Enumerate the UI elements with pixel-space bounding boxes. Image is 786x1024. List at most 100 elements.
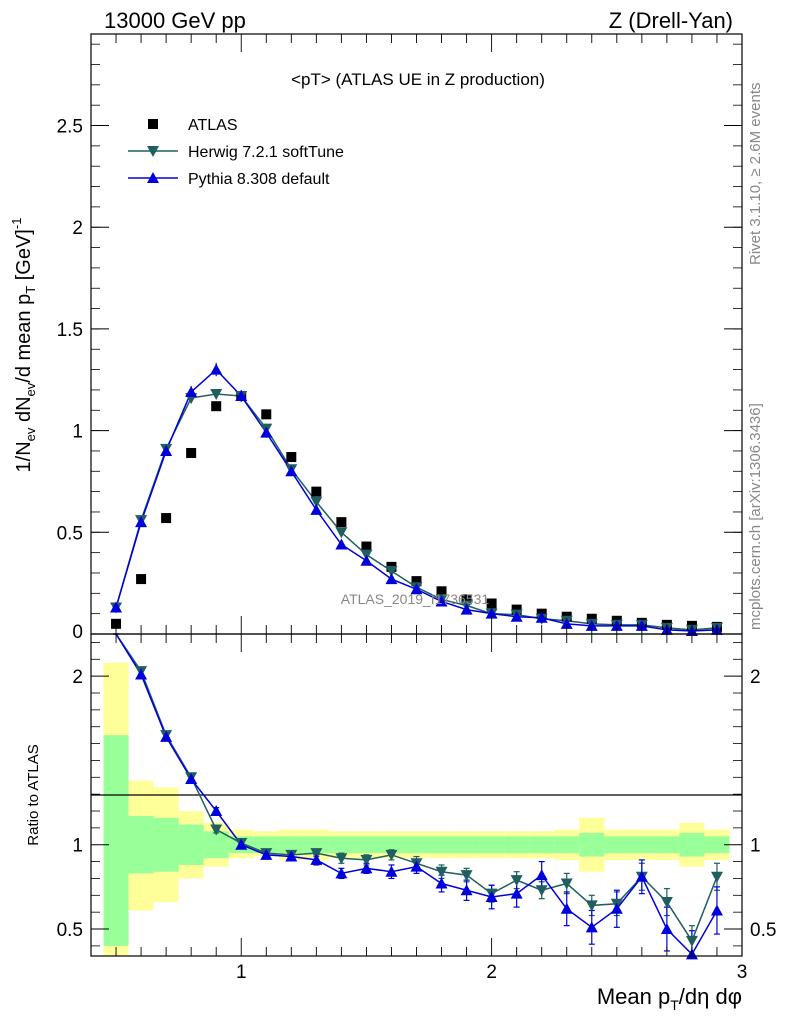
- main-point-s0-0: [111, 618, 122, 629]
- ratio-band-stat-2: [153, 817, 179, 872]
- main-point-s2-16: [510, 610, 523, 622]
- main-point-s2-14: [460, 603, 473, 615]
- ratio-point-0-14: [460, 870, 473, 882]
- ratio-band-stat-14: [454, 836, 480, 854]
- ratio-ytick-label-2: 2: [72, 667, 83, 688]
- main-point-s1-8: [310, 496, 323, 508]
- main-point-s2-2: [160, 444, 173, 456]
- ratio-band-stat-16: [504, 836, 530, 854]
- ratio-band-stat-18: [554, 836, 580, 854]
- main-point-s0-4: [211, 401, 222, 412]
- ratio-point-1-4: [210, 805, 223, 817]
- ratio-point-1-12: [410, 860, 423, 872]
- main-ytick-label-2: 1.5: [57, 320, 83, 341]
- ratio-band-stat-0: [103, 735, 129, 946]
- ratio-point-1-20: [610, 902, 623, 914]
- main-point-s1-4: [210, 389, 223, 400]
- ratio-band-stat-20: [604, 836, 630, 854]
- ratio-point-0-4: [210, 824, 223, 836]
- x-tick-label-2: 3: [737, 962, 748, 983]
- ratio-ytick-label-1: 1: [72, 836, 83, 857]
- ratio-point-0-9: [335, 853, 348, 865]
- legend-marker-pythia: [147, 172, 159, 183]
- main-point-s0-2: [161, 513, 172, 524]
- main-point-s2-7: [285, 465, 298, 477]
- main-point-s2-11: [385, 573, 398, 585]
- main-point-s2-3: [185, 385, 198, 397]
- main-point-s0-8: [311, 486, 322, 497]
- legend-label-pythia: Pythia 8.308 default: [188, 171, 330, 188]
- ratio-series-lines: [115, 633, 718, 956]
- ratio-point-1-8: [310, 853, 323, 865]
- svg-text:Mean pT/dη dφ: Mean pT/dη dφ: [597, 984, 742, 1013]
- main-point-s2-1: [135, 516, 148, 528]
- main-point-s2-18: [560, 617, 573, 629]
- ratio-point-0-23: [685, 935, 698, 947]
- legend-label-atlas: ATLAS: [188, 117, 238, 134]
- ratio-point-0-22: [660, 897, 673, 909]
- main-point-s0-15: [486, 598, 497, 609]
- ratio-ytick-label-0: 0.5: [57, 920, 83, 941]
- ratio-point-0-19: [585, 900, 598, 912]
- rivet-label: Rivet 3.1.10, ≥ 2.6M events: [747, 83, 764, 266]
- ratio-band-stat-10: [353, 836, 379, 854]
- main-point-s0-12: [411, 576, 422, 587]
- ratio-point-0-10: [360, 854, 373, 866]
- ratio-point-0-16: [510, 875, 523, 887]
- ratio-ytick-label-right-1: 1: [750, 836, 761, 857]
- ratio-point-1-6: [260, 848, 273, 860]
- legend-marker-herwig: [147, 146, 159, 157]
- ratio-point-1-13: [435, 877, 448, 889]
- main-point-s1-9: [335, 527, 348, 539]
- ratio-band-stat-17: [529, 836, 555, 854]
- ratio-point-1-15: [485, 890, 498, 902]
- x-tick-label-0: 1: [236, 962, 247, 983]
- mcplots-label: mcplots.cern.ch [arXiv:1306.3436]: [747, 403, 764, 630]
- ratio-point-1-11: [385, 865, 398, 877]
- main-point-s2-6: [260, 426, 273, 438]
- ratio-band-stat-7: [278, 836, 304, 854]
- main-point-s2-9: [335, 538, 348, 550]
- x-tick-label-1: 2: [486, 962, 497, 983]
- ratio-point-0-24: [710, 871, 723, 883]
- main-ytick-label-3: 2: [72, 218, 83, 239]
- ratio-axes: 0.5 0.5 1 1 2 2: [57, 634, 776, 956]
- ratio-band-stat-21: [629, 836, 655, 854]
- main-point-s2-15: [485, 607, 498, 619]
- main-point-s2-5: [235, 390, 248, 402]
- main-point-s0-10: [361, 541, 372, 552]
- ratio-point-1-9: [335, 867, 348, 879]
- ratio-markers: [135, 666, 723, 960]
- main-ytick-label-1: 1: [72, 422, 83, 443]
- ratio-band-stat-13: [429, 836, 455, 854]
- main-point-s0-14: [461, 594, 472, 605]
- svg-text:1/Nev dNev/d mean pT [GeV]-1: 1/Nev dNev/d mean pT [GeV]-1: [9, 218, 38, 473]
- ratio-point-0-13: [435, 866, 448, 878]
- main-panel: ATLAS_2019_I1736531 0.5 1 1.5 2 2.5 0: [57, 33, 743, 643]
- ratio-point-1-14: [460, 884, 473, 896]
- ratio-point-0-11: [385, 849, 398, 861]
- ratio-uncertainty-bands: [103, 662, 730, 956]
- main-point-s2-10: [360, 554, 373, 566]
- ratio-band-stat-12: [403, 836, 430, 854]
- ratio-point-1-24: [710, 904, 723, 916]
- ratio-band-stat-1: [128, 816, 154, 874]
- ratio-point-0-18: [560, 878, 573, 890]
- main-ytick-label-4: 2.5: [57, 117, 83, 138]
- ratio-point-1-7: [285, 850, 298, 862]
- ratio-band-stat-11: [378, 836, 404, 854]
- main-y-axis-title: 1/Nev dNev/d mean pT [GeV]-1: [9, 218, 38, 473]
- legend-marker-atlas: [148, 119, 158, 129]
- ratio-point-1-2: [160, 730, 173, 742]
- ratio-band-stat-6: [253, 836, 279, 854]
- x-axis-title: Mean pT/dη dφ: [597, 984, 742, 1013]
- ratio-band-stat-22: [654, 836, 680, 854]
- ratio-point-1-18: [560, 902, 573, 914]
- ratio-point-1-10: [360, 862, 373, 874]
- ratio-frame: [90, 633, 743, 957]
- ratio-line-1: [115, 633, 718, 956]
- ratio-band-stat-8: [303, 836, 329, 854]
- main-point-s2-8: [310, 503, 323, 515]
- ratio-point-1-22: [660, 923, 673, 935]
